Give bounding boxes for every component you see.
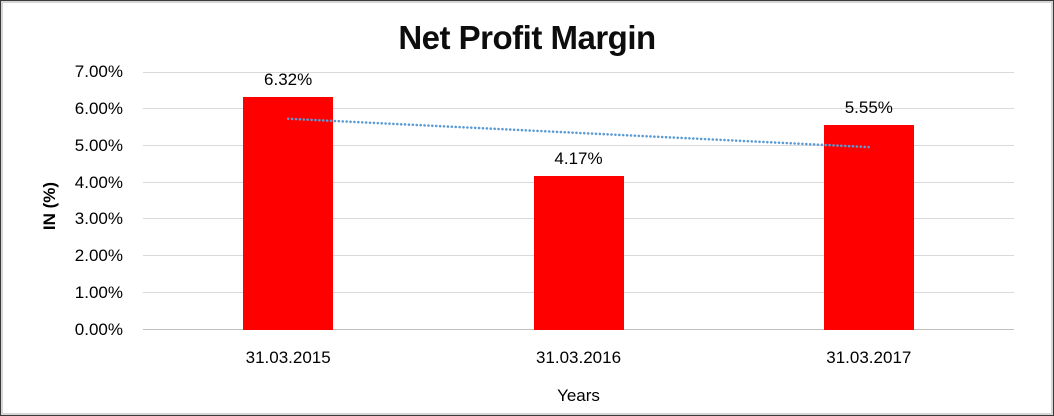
bar bbox=[243, 97, 334, 330]
plot-area: 6.32% 4.17% 5.55% bbox=[143, 70, 1014, 330]
x-tick-label: 31.03.2015 bbox=[245, 348, 331, 367]
y-tick-label: 7.00% bbox=[74, 62, 123, 81]
x-tick-label: 31.03.2017 bbox=[826, 348, 912, 367]
y-axis-tick-labels: 0.00% 1.00% 2.00% 3.00% 4.00% 5.00% 6.00% 7.00% bbox=[1, 62, 123, 339]
x-axis-tick-labels: 31.03.2015 31.03.2016 31.03.2017 bbox=[143, 348, 1014, 370]
bar-data-label: 5.55% bbox=[844, 98, 893, 118]
gridline bbox=[143, 72, 1014, 73]
chart-title: Net Profit Margin bbox=[398, 19, 656, 56]
gridline bbox=[143, 144, 1014, 146]
bar bbox=[823, 125, 914, 330]
bar-data-label: 6.32% bbox=[264, 70, 313, 90]
trendline bbox=[286, 117, 871, 149]
gridline bbox=[143, 107, 1014, 109]
y-tick-label: 5.00% bbox=[74, 135, 123, 155]
y-tick-label: 4.00% bbox=[74, 172, 123, 192]
bar-data-label: 4.17% bbox=[554, 149, 603, 169]
y-tick-label: 1.00% bbox=[74, 283, 123, 303]
bar bbox=[533, 176, 624, 330]
y-tick-label: 6.00% bbox=[74, 98, 123, 118]
x-axis-title: Years bbox=[557, 386, 600, 405]
y-tick-label: 3.00% bbox=[74, 209, 123, 229]
y-tick-label: 0.00% bbox=[74, 320, 123, 339]
x-tick-label: 31.03.2016 bbox=[535, 348, 622, 367]
y-tick-label: 2.00% bbox=[74, 246, 123, 266]
